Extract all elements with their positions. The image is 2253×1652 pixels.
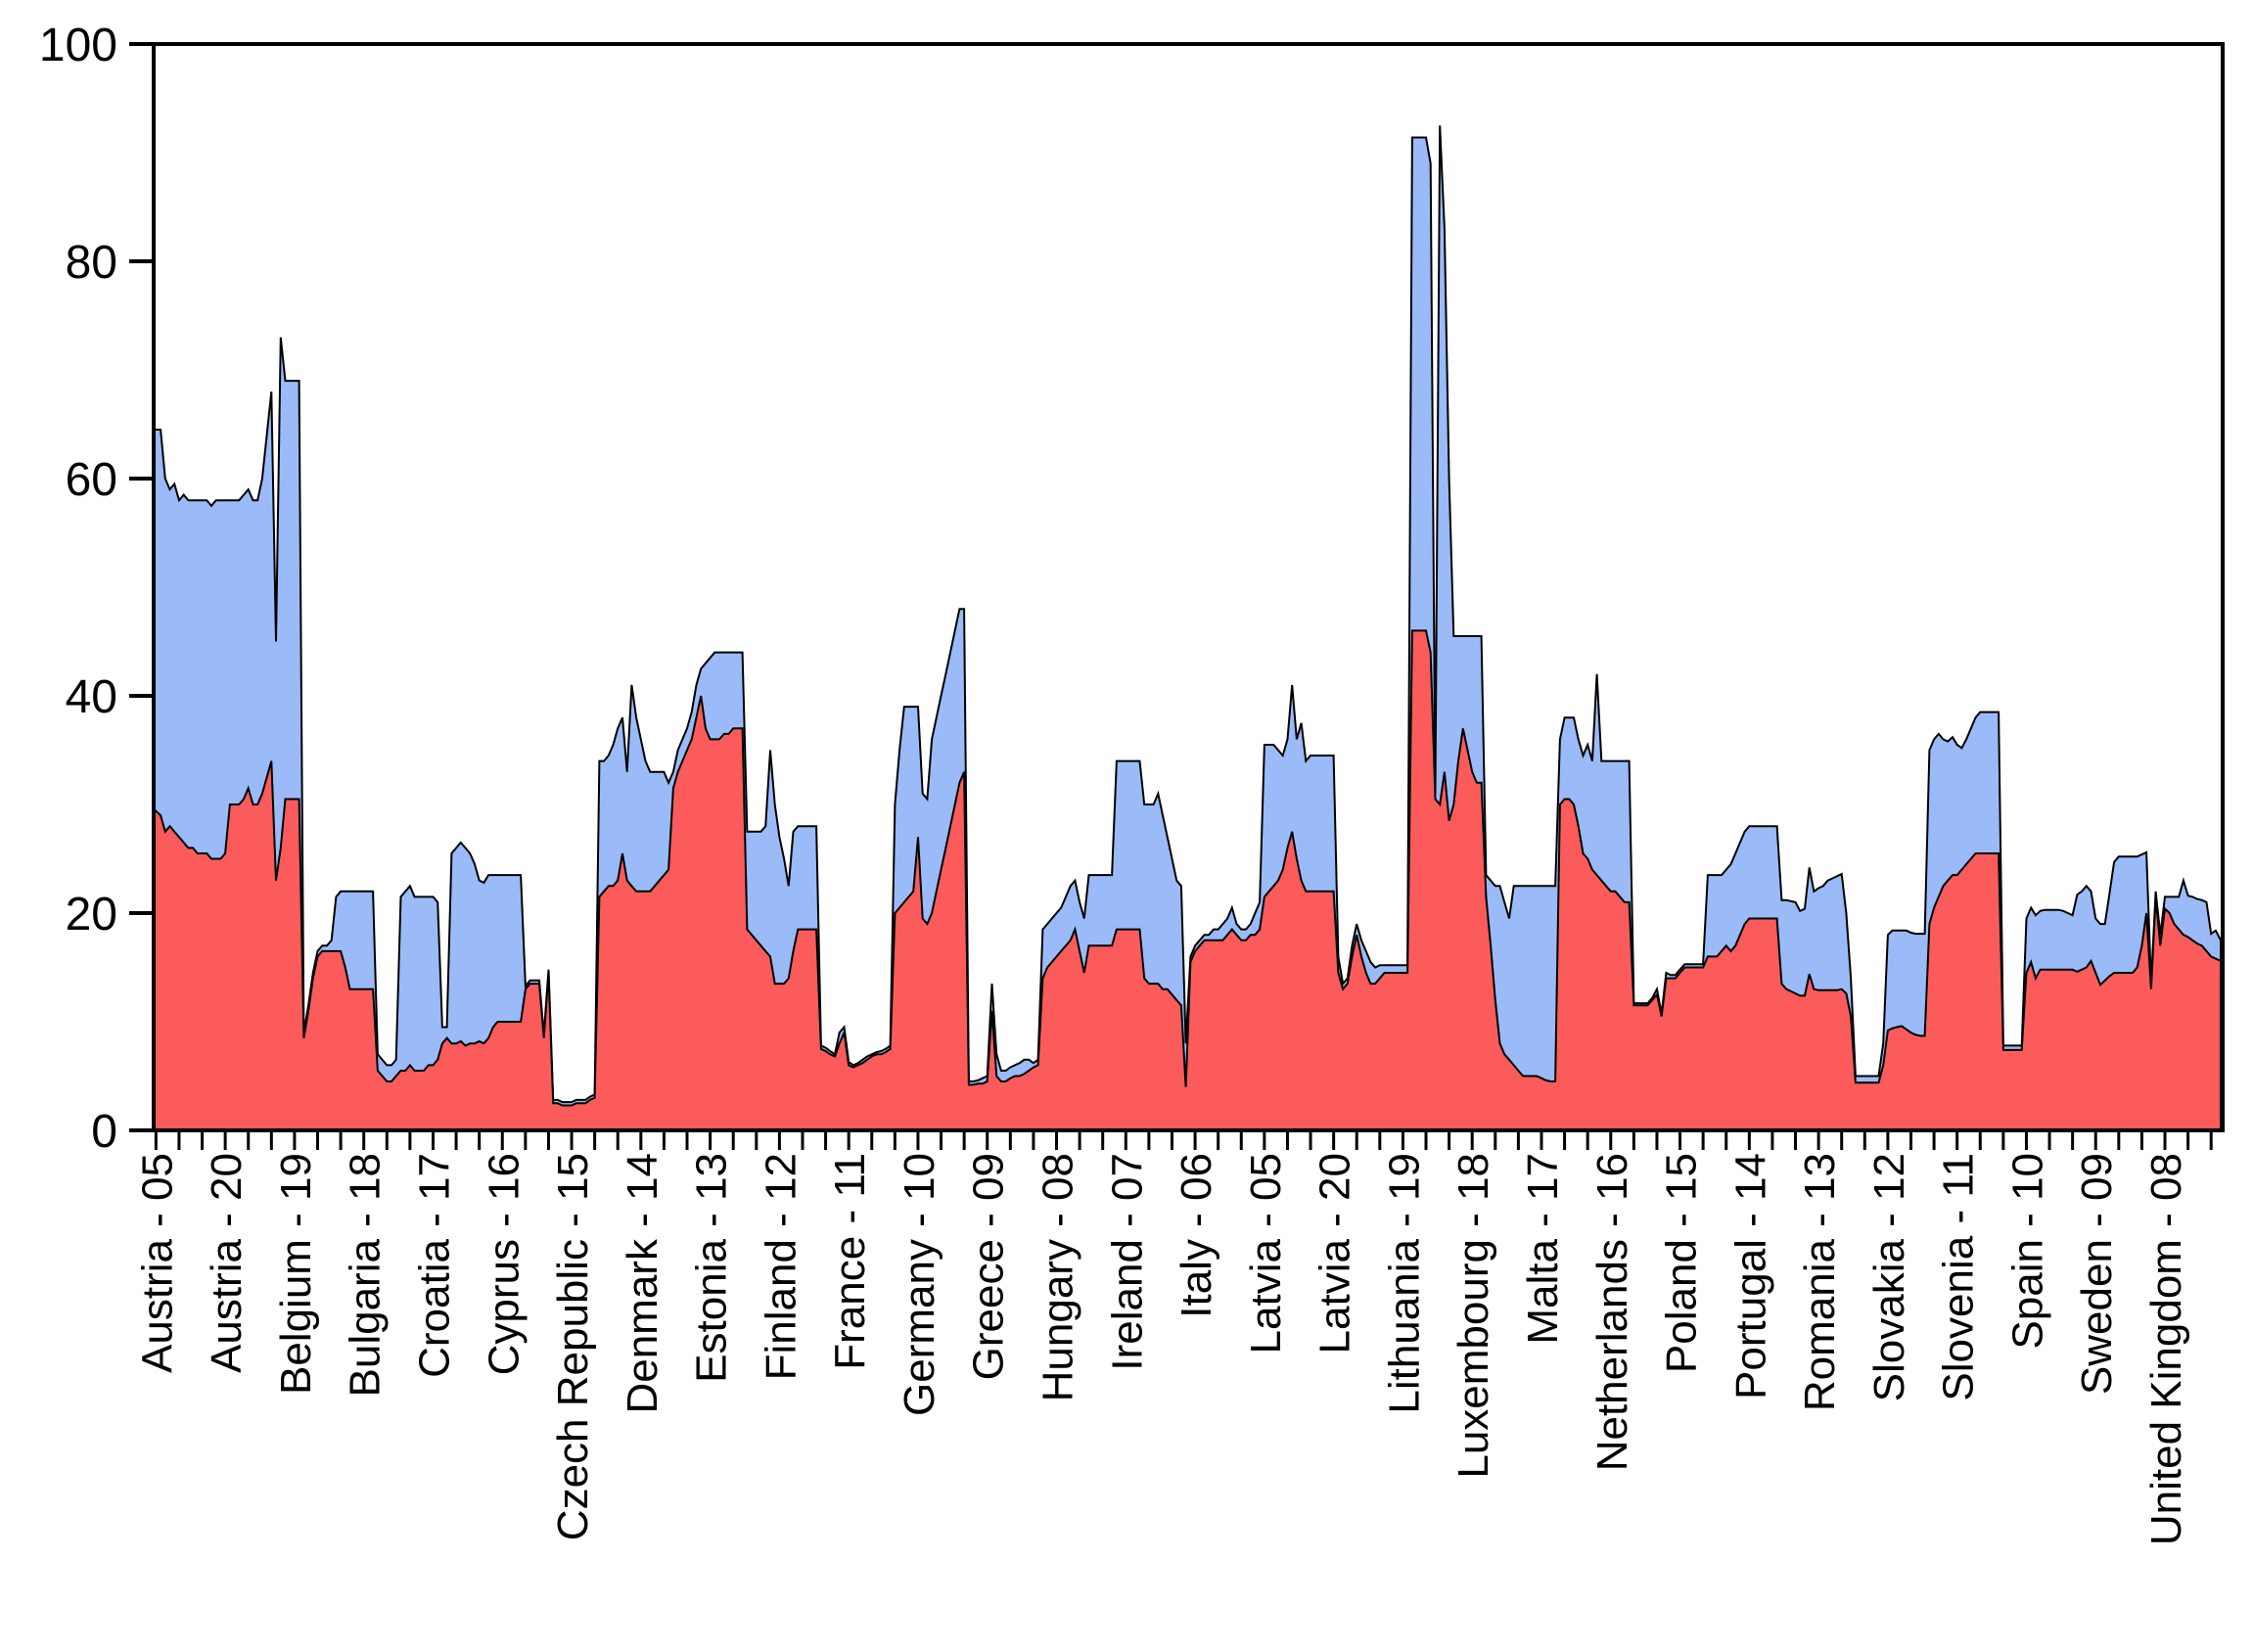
x-axis-tick-label: Malta - 17: [1519, 1153, 1567, 1345]
area-series-bottom: [154, 629, 2222, 1131]
x-axis-tick-label: Sweden - 09: [2073, 1153, 2121, 1395]
plot-border: [152, 42, 2225, 1132]
y-axis-tick-label: 0: [91, 1106, 117, 1158]
x-axis-tick-label: Cyprus - 16: [480, 1153, 528, 1375]
x-axis-tick-label: Austria - 05: [133, 1153, 181, 1373]
x-axis-tick-label: Luxembourg - 18: [1449, 1153, 1497, 1479]
x-axis-tick-label: Czech Republic - 15: [549, 1153, 597, 1540]
x-axis-tick-label: Italy - 06: [1172, 1153, 1220, 1318]
x-axis-tick-label: Netherlands - 16: [1588, 1153, 1636, 1471]
y-axis-tick-label: 40: [66, 671, 117, 723]
y-axis-tick-label: 80: [66, 237, 117, 289]
x-axis-tick-label: Ireland - 07: [1103, 1153, 1151, 1371]
x-axis-tick-label: Greece - 09: [965, 1153, 1013, 1380]
x-axis-tick-label: Bulgaria - 18: [342, 1153, 390, 1397]
x-axis-tick-label: Finland - 12: [757, 1153, 805, 1380]
x-axis-tick-label: Croatia - 17: [410, 1153, 458, 1378]
x-axis-tick-label: Lithuania - 19: [1380, 1153, 1428, 1414]
x-axis-tick-label: Portugal - 14: [1726, 1153, 1774, 1400]
y-axis-tick-label: 20: [66, 889, 117, 941]
x-axis-tick-label: Austria - 20: [203, 1153, 251, 1373]
x-axis-tick-label: Slovakia - 12: [1865, 1153, 1913, 1401]
x-axis-tick-label: United Kingdom - 08: [2142, 1153, 2190, 1545]
x-axis-tick-label: Romania - 13: [1796, 1153, 1844, 1411]
x-axis-tick-label: Poland - 15: [1658, 1153, 1706, 1373]
y-axis-tick-label: 60: [66, 454, 117, 506]
x-axis-tick-label: Belgium - 19: [272, 1153, 320, 1395]
y-axis-tick-label: 100: [39, 20, 117, 71]
x-axis-tick-label: Spain - 10: [2003, 1153, 2051, 1350]
x-axis-tick-label: Latvia - 05: [1242, 1153, 1290, 1354]
x-axis-tick-label: Germany - 10: [896, 1153, 943, 1416]
x-axis-tick-label: Denmark - 14: [619, 1153, 667, 1414]
x-axis-tick-label: Estonia - 13: [688, 1153, 736, 1383]
x-axis-tick-label: France - 11: [826, 1153, 874, 1370]
x-axis-tick-label: Latvia - 20: [1311, 1153, 1359, 1354]
x-axis-tick-label: Slovenia - 11: [1935, 1153, 1983, 1401]
x-axis-tick-label: Hungary - 08: [1035, 1153, 1082, 1401]
